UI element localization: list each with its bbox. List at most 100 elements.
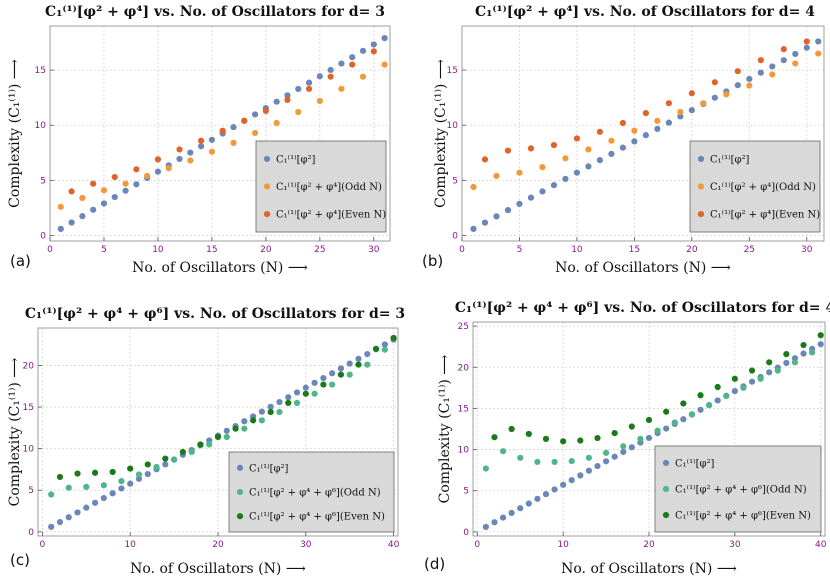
data-point — [493, 172, 500, 180]
plot-frame — [461, 25, 825, 242]
data-point — [176, 146, 183, 153]
data-point — [619, 119, 626, 127]
data-point — [56, 518, 64, 526]
data-point — [688, 90, 695, 97]
data-point — [284, 96, 291, 103]
data-point — [381, 35, 388, 42]
data-point — [688, 107, 695, 114]
data-point — [596, 128, 604, 135]
data-point — [585, 467, 593, 474]
legend: C₁⁽¹⁾[φ²] C₁⁽¹⁾[φ² + φ⁴ + φ⁶](Odd N) C₁⁽¹⁾… — [654, 445, 822, 533]
data-point — [251, 129, 259, 137]
data-point — [293, 389, 301, 396]
legend-entry: C₁⁽¹⁾[φ² + φ⁴ + φ⁶](Even N) — [675, 511, 811, 522]
data-point — [746, 82, 753, 89]
y-tick-label: 10 — [35, 121, 47, 131]
chart-panel-b: 0 5 10 15 20 25 30 0 5 10 15 C₁⁽¹⁾[φ² + φ⁴] vs. No.… — [422, 4, 825, 276]
x-tick-label: 5 — [517, 245, 523, 255]
y-tick-label: 10 — [447, 121, 459, 131]
legend-entry: C₁⁽¹⁾[φ² + φ⁴](Odd N) — [276, 182, 382, 193]
data-point — [241, 418, 248, 425]
legend-entry: C₁⁽¹⁾[φ²] — [710, 154, 749, 165]
data-point — [198, 143, 205, 150]
panel-label: (b) — [422, 252, 443, 270]
plot-frame — [49, 25, 391, 242]
data-point — [585, 454, 593, 461]
data-point — [91, 469, 99, 476]
x-tick-label: 40 — [388, 540, 400, 550]
legend: C₁⁽¹⁾[φ²] C₁⁽¹⁾[φ² + φ⁴ + φ⁶](Odd N) C₁⁽¹⁾… — [228, 451, 395, 533]
x-axis-label: No. of Oscillators (N) ⟶ — [561, 561, 737, 577]
data-point — [355, 355, 362, 362]
data-point — [305, 85, 313, 92]
data-point — [809, 349, 816, 356]
legend-box — [255, 140, 387, 233]
legend-marker — [263, 183, 271, 190]
data-point — [276, 408, 283, 416]
chart-panel-a: 0 5 10 15 20 25 30 0 5 10 15 C₁⁽¹⁾[φ² + φ⁴] vs. No.… — [7, 4, 391, 276]
data-point — [714, 397, 721, 404]
data-point — [573, 135, 581, 142]
chart-title: C₁⁽¹⁾[φ² + φ⁴] vs. No. of Oscillators fo… — [475, 4, 815, 20]
data-point — [258, 417, 266, 424]
data-point — [267, 403, 274, 410]
data-point — [527, 145, 535, 152]
data-point — [769, 71, 776, 78]
legend-marker — [697, 210, 705, 218]
data-point — [223, 427, 230, 434]
data-point — [293, 399, 301, 406]
data-point — [214, 433, 222, 441]
data-point — [645, 434, 653, 442]
data-point — [165, 165, 172, 172]
series-3 — [481, 38, 810, 163]
data-point — [628, 444, 635, 451]
data-point — [815, 38, 822, 45]
data-point — [637, 435, 644, 442]
data-point — [619, 144, 626, 151]
x-tick-label: 20 — [212, 540, 224, 550]
data-point — [197, 441, 204, 448]
data-point — [232, 425, 239, 432]
data-point — [338, 85, 345, 92]
data-point — [654, 117, 661, 124]
data-point — [295, 85, 302, 93]
x-tick-label: 5 — [101, 245, 107, 255]
data-point — [611, 430, 618, 437]
data-point — [550, 182, 558, 189]
data-point — [176, 155, 183, 163]
data-point — [594, 462, 601, 470]
y-tick-label: 25 — [458, 322, 469, 332]
data-point — [562, 155, 569, 162]
data-point — [525, 500, 532, 507]
data-point — [481, 219, 489, 226]
data-point — [585, 163, 592, 170]
data-point — [122, 180, 129, 187]
y-tick-label: 0 — [40, 231, 46, 241]
legend-marker — [236, 488, 244, 496]
legend: C₁⁽¹⁾[φ²] C₁⁽¹⁾[φ² + φ⁴](Odd N) C₁⁽¹⁾[φ² +… — [255, 140, 387, 233]
data-point — [372, 345, 380, 352]
data-point — [731, 387, 738, 395]
data-point — [491, 434, 498, 441]
data-point — [90, 180, 97, 187]
y-tick-label: 0 — [28, 528, 34, 538]
data-point — [276, 398, 283, 406]
data-point — [568, 476, 575, 484]
data-point — [170, 456, 178, 463]
data-point — [302, 390, 309, 397]
x-tick-label: 20 — [686, 245, 698, 255]
data-point — [516, 169, 523, 176]
legend-box — [228, 451, 395, 533]
data-point — [381, 341, 388, 348]
y-axis-label: Complexity (C₁⁽¹⁾) ⟶ — [433, 59, 449, 208]
series-3 — [56, 334, 397, 481]
data-point — [241, 117, 248, 124]
data-point — [815, 50, 822, 57]
data-point — [611, 453, 618, 460]
chart-title: C₁⁽¹⁾[φ² + φ⁴ + φ⁶] vs. No. of Oscillato… — [25, 306, 405, 322]
data-point — [223, 433, 230, 441]
y-tick-label: 10 — [23, 445, 35, 455]
data-point — [109, 468, 116, 476]
data-point — [311, 379, 318, 386]
y-axis-label: Complexity (C₁⁽¹⁾) ⟶ — [437, 355, 453, 504]
